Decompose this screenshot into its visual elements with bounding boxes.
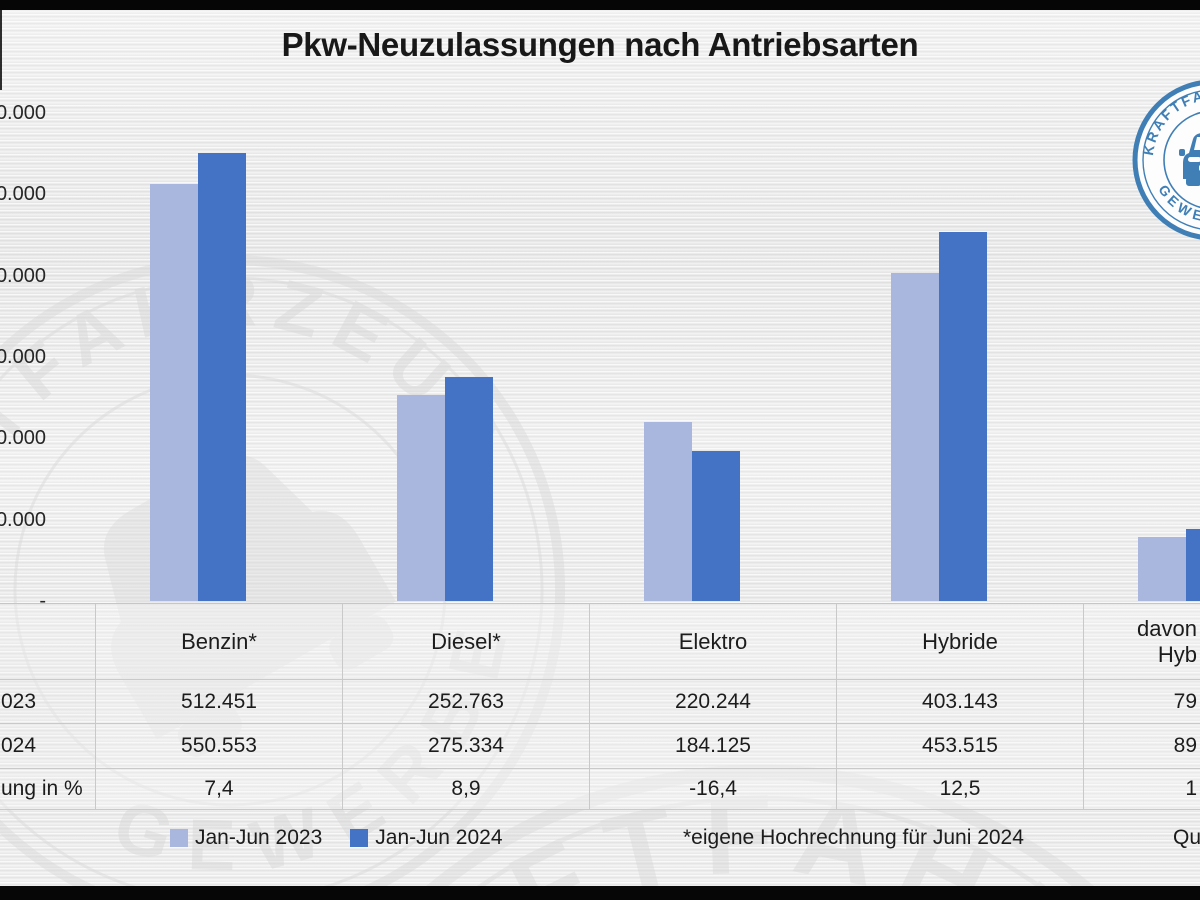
bar-jan-jun-2024-cat0 <box>198 153 246 601</box>
value-benzin-2023: 512.451 <box>96 680 343 724</box>
footnote: *eigene Hochrechnung für Juni 2024 <box>683 826 1024 849</box>
y-tick-label-0: 0.000 <box>0 102 46 124</box>
value-elektro-2023: 220.244 <box>590 680 837 724</box>
header-fragment-davon: davon <box>1137 615 1197 641</box>
column-header-elektro: Elektro <box>590 604 837 680</box>
column-header-diesel: Diesel* <box>343 604 590 680</box>
legend-item-2023: Jan-Jun 2023 <box>170 826 322 850</box>
column-header-hybride: Hybride <box>837 604 1084 680</box>
value-benzin-2024: 550.553 <box>96 724 343 769</box>
legend-swatch-2024-icon <box>350 829 369 847</box>
row-label-2023: 023 <box>0 680 96 724</box>
bar-jan-jun-2023-cat1 <box>397 395 445 601</box>
bar-jan-jun-2024-cat3 <box>939 232 987 601</box>
bar-jan-jun-2024-cat4 <box>1186 529 1200 601</box>
row-label-2024: 024 <box>0 724 96 769</box>
car-icon <box>1179 133 1200 186</box>
y-tick-label-1: 0.000 <box>0 183 46 205</box>
change-elektro: -16,4 <box>590 769 837 810</box>
bar-jan-jun-2024-cat2 <box>692 451 740 601</box>
legend-swatch-2023-icon <box>170 829 188 847</box>
y-tick-label-3: 0.000 <box>0 346 46 368</box>
value-davon-2023-clipped: 79 <box>1084 680 1200 724</box>
data-table: Benzin* Diesel* Elektro Hybride davon Hy… <box>0 603 1200 810</box>
bar-jan-jun-2023-cat0 <box>150 184 198 601</box>
letterbox-left-sliver <box>0 10 2 90</box>
header-fragment-hyb: Hyb <box>1157 641 1197 667</box>
table-corner-cell <box>0 604 96 680</box>
bar-jan-jun-2024-cat1 <box>445 377 493 601</box>
bar-jan-jun-2023-cat3 <box>891 273 939 601</box>
y-tick-label-5: 0.000 <box>0 509 46 531</box>
legend-item-2024: Jan-Jun 2024 <box>350 826 503 850</box>
change-benzin: 7,4 <box>96 769 343 810</box>
source-text-clipped: Qu <box>1173 826 1200 849</box>
letterbox-top <box>0 0 1200 10</box>
bar-jan-jun-2023-cat4 <box>1138 537 1186 601</box>
value-diesel-2024: 275.334 <box>343 724 590 769</box>
column-header-benzin: Benzin* <box>96 604 343 680</box>
legend-label-2023: Jan-Jun 2023 <box>195 826 323 849</box>
y-tick-label-2: 0.000 <box>0 265 46 287</box>
legend-label-2024: Jan-Jun 2024 <box>375 826 503 849</box>
kraftfahrzeuggewerbe-badge-logo: KRAFTFAHRZEUG GEWERBE <box>1132 80 1200 240</box>
value-elektro-2024: 184.125 <box>590 724 837 769</box>
chart-title: Pkw-Neuzulassungen nach Antriebsarten <box>281 26 919 63</box>
value-hybride-2023: 403.143 <box>837 680 1084 724</box>
letterbox-bottom <box>0 886 1200 900</box>
legend: Jan-Jun 2023 Jan-Jun 2024 <box>170 826 503 850</box>
row-label-change: ung in % <box>0 769 96 810</box>
bar-jan-jun-2023-cat2 <box>644 422 692 601</box>
change-davon-clipped: 1 <box>1084 769 1200 810</box>
change-hybride: 12,5 <box>837 769 1084 810</box>
value-hybride-2024: 453.515 <box>837 724 1084 769</box>
value-diesel-2023: 252.763 <box>343 680 590 724</box>
y-tick-label-4: 0.000 <box>0 427 46 449</box>
value-davon-2024-clipped: 89 <box>1084 724 1200 769</box>
column-header-davon-clipped: davon Hyb <box>1084 604 1200 680</box>
y-tick-label-6: - <box>39 590 46 612</box>
change-diesel: 8,9 <box>343 769 590 810</box>
